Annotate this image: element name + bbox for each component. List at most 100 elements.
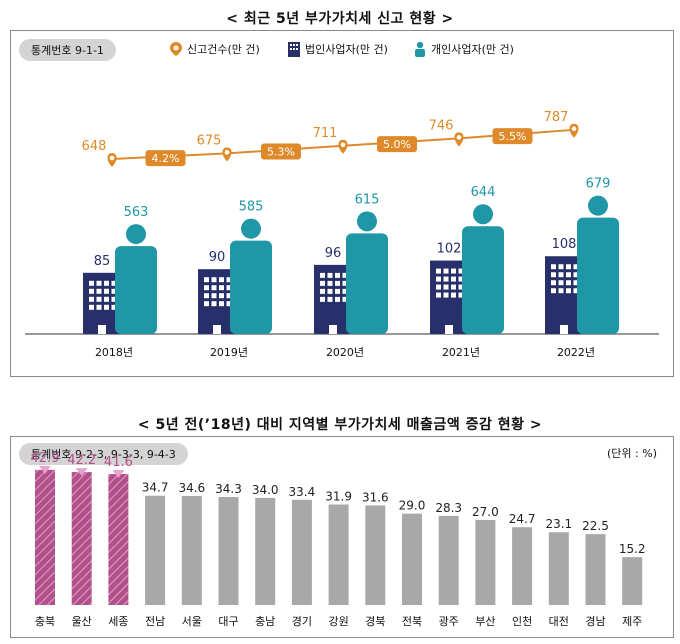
corporate-value-label: 102 xyxy=(437,242,462,257)
building-window xyxy=(219,277,224,283)
building-window xyxy=(451,292,456,298)
region-tick-label: 경북 xyxy=(365,615,385,628)
building-window xyxy=(458,292,464,298)
building-window xyxy=(204,277,209,283)
region-value-label: 22.5 xyxy=(582,519,609,533)
x-tick-label: 2020년 xyxy=(326,346,364,359)
building-window xyxy=(219,293,224,299)
legend-filings: 신고건수(만 건) xyxy=(169,41,260,57)
building-window xyxy=(226,301,232,307)
building-window xyxy=(327,272,333,278)
building-window xyxy=(436,292,441,298)
building-window xyxy=(111,296,117,302)
corporate-value-label: 96 xyxy=(325,246,342,261)
building-window xyxy=(89,304,94,310)
region-bar xyxy=(145,495,166,605)
building-window xyxy=(558,264,564,270)
bottom-chart-title: < 5년 전(’18년) 대비 지역별 부가가치세 매출금액 증감 현황 > xyxy=(137,417,543,433)
individual-bar xyxy=(577,217,619,334)
region-bar xyxy=(181,496,202,605)
growth-rate-label: 5.3% xyxy=(267,146,295,159)
building-window xyxy=(111,288,117,294)
building-window xyxy=(104,280,109,286)
building-window xyxy=(443,284,449,290)
building-door xyxy=(445,325,453,334)
building-window xyxy=(436,284,441,290)
corporate-bar xyxy=(545,256,583,334)
legend-corporate-label: 법인사업자(만 건) xyxy=(305,43,388,56)
individual-value-label: 615 xyxy=(355,192,380,207)
region-tick-label: 인천 xyxy=(512,614,532,628)
building-window xyxy=(342,288,348,294)
region-tick-label: 충남 xyxy=(255,615,275,628)
individual-head xyxy=(588,195,608,216)
top-chart-panel: 통계번호 9-1-1 신고건수(만 건) 법인사업자(만 건) 개인사업자(만 … xyxy=(10,30,674,377)
building-window xyxy=(104,304,109,310)
building-window xyxy=(451,268,456,274)
map-pin-icon xyxy=(170,42,182,56)
building-window xyxy=(558,280,564,286)
region-value-label: 31.6 xyxy=(362,490,389,504)
building-window xyxy=(551,272,556,278)
growth-rate-label: 5.5% xyxy=(499,130,527,143)
individual-value-label: 585 xyxy=(239,200,264,215)
region-bar xyxy=(108,473,129,605)
growth-rate-label: 4.2% xyxy=(152,152,180,165)
filings-pin-dot xyxy=(571,126,577,132)
region-tick-label: 광주 xyxy=(439,615,459,628)
building-window xyxy=(451,284,456,290)
individual-value-label: 644 xyxy=(471,185,496,200)
region-bar xyxy=(512,527,533,605)
region-bar xyxy=(291,499,312,605)
building-window xyxy=(89,288,94,294)
filings-pin-dot xyxy=(340,142,346,148)
building-window xyxy=(320,280,325,286)
building-window xyxy=(558,272,564,278)
region-bar xyxy=(548,532,569,605)
filings-value-label: 746 xyxy=(429,118,454,133)
building-window xyxy=(342,272,348,278)
individual-head xyxy=(473,204,493,225)
building-window xyxy=(551,264,556,270)
building-window xyxy=(226,277,232,283)
growth-rate-badge xyxy=(377,136,417,153)
region-bar xyxy=(475,519,496,605)
building-window xyxy=(342,296,348,302)
building-window xyxy=(566,280,571,286)
building-window xyxy=(104,296,109,302)
region-bar xyxy=(585,534,606,605)
building-window xyxy=(335,280,340,286)
building-window xyxy=(211,293,217,299)
top-chart-title: < 최근 5년 부가가치세 신고 현황 > xyxy=(226,11,454,27)
individual-bar xyxy=(462,226,504,334)
region-bar xyxy=(218,496,239,605)
individual-bar xyxy=(230,240,272,334)
region-value-label: 15.2 xyxy=(619,542,646,556)
region-value-label: 34.6 xyxy=(178,481,205,495)
building-window xyxy=(436,268,441,274)
building-window xyxy=(451,276,456,282)
legend-individual-label: 개인사업자(만 건) xyxy=(431,43,514,56)
individual-head xyxy=(241,218,261,239)
top-stat-code-badge: 통계번호 9-1-1 xyxy=(19,39,116,61)
building-window xyxy=(551,280,556,286)
highlight-marker xyxy=(39,465,51,474)
filings-value-label: 711 xyxy=(313,126,338,141)
building-window xyxy=(211,277,217,283)
region-bar xyxy=(35,469,55,605)
building-door xyxy=(98,325,106,334)
building-icon xyxy=(288,42,300,57)
building-window xyxy=(211,285,217,291)
building-window xyxy=(573,280,579,286)
region-value-label: 28.3 xyxy=(435,501,462,515)
building-window xyxy=(204,293,209,299)
corporate-value-label: 85 xyxy=(94,254,111,269)
region-value-label: 29.0 xyxy=(399,499,426,513)
building-window xyxy=(226,293,232,299)
region-bar xyxy=(71,472,92,605)
building-door xyxy=(329,325,337,334)
corporate-value-label: 90 xyxy=(209,250,226,265)
individual-head xyxy=(126,224,146,245)
highlight-marker xyxy=(75,468,88,477)
region-value-label: 34.0 xyxy=(252,483,279,497)
